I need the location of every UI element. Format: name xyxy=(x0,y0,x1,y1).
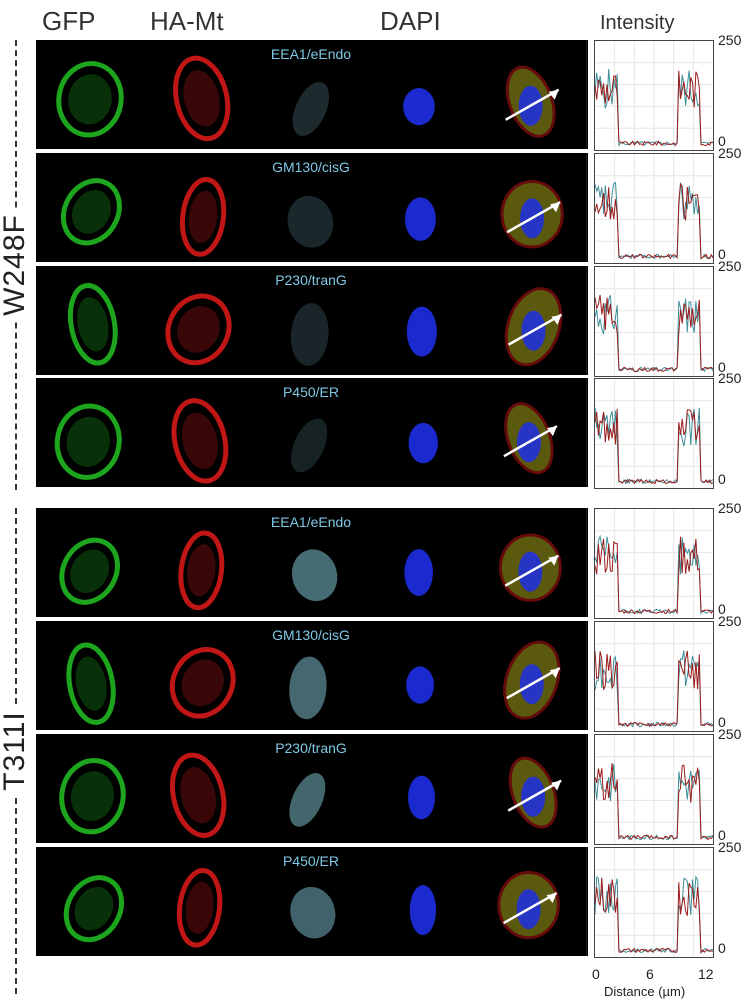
ha-mt-channel-image xyxy=(146,378,257,487)
dapi-channel-image xyxy=(366,621,477,730)
y-tick-max: 250 xyxy=(718,145,742,161)
y-tick-max: 250 xyxy=(718,839,742,855)
marker-label: GM130/cisG xyxy=(272,159,350,175)
x-axis-label: Distance (µm) xyxy=(604,984,686,999)
intensity-profile-plot xyxy=(594,847,714,958)
ha-mt-channel-image xyxy=(146,847,257,956)
x-tick-12: 12 xyxy=(698,966,714,982)
y-tick-max: 250 xyxy=(718,613,742,629)
image-row: EEA1/eEndo xyxy=(36,40,588,149)
dapi-channel-image xyxy=(366,378,477,487)
dapi-channel-image xyxy=(366,153,477,262)
group-label-t311i: T311I xyxy=(0,508,32,994)
marker-label: EEA1/eEndo xyxy=(270,46,352,62)
marker-channel-image: P450/ER xyxy=(256,847,367,956)
image-row: P230/tranG xyxy=(36,734,588,843)
merged-channel-image xyxy=(476,621,587,730)
merged-channel-image xyxy=(476,40,587,149)
y-tick-min: 0 xyxy=(718,714,726,730)
y-tick-min: 0 xyxy=(718,601,726,617)
merged-channel-image xyxy=(476,153,587,262)
ha-mt-channel-image xyxy=(146,266,257,375)
gfp-channel-image xyxy=(36,40,147,149)
marker-channel-image: GM130/cisG xyxy=(256,621,367,730)
ha-mt-channel-image xyxy=(146,508,257,617)
intensity-profile-plot xyxy=(594,266,714,377)
dapi-channel-image xyxy=(366,508,477,617)
merged-channel-image xyxy=(476,378,587,487)
header-intensity: Intensity xyxy=(600,12,675,34)
merged-channel-image xyxy=(476,508,587,617)
image-row: EEA1/eEndo xyxy=(36,508,588,617)
image-row: P230/tranG xyxy=(36,266,588,375)
y-tick-max: 250 xyxy=(718,726,742,742)
y-tick-max: 250 xyxy=(718,500,742,516)
ha-mt-channel-image xyxy=(146,40,257,149)
marker-label: P450/ER xyxy=(282,853,340,869)
marker-label: GM130/cisG xyxy=(272,627,350,643)
header-ha-mt: HA-Mt xyxy=(150,6,224,36)
intensity-profile-plot xyxy=(594,508,714,619)
y-tick-min: 0 xyxy=(718,471,726,487)
merged-channel-image xyxy=(476,734,587,843)
y-tick-min: 0 xyxy=(718,827,726,843)
intensity-profile-plot xyxy=(594,40,714,151)
image-row: P450/ER xyxy=(36,847,588,956)
marker-label: P450/ER xyxy=(282,384,340,400)
ha-mt-channel-image xyxy=(146,621,257,730)
group-label-text: W248F xyxy=(0,208,33,322)
marker-channel-image: P450/ER xyxy=(256,378,367,487)
header-dapi: DAPI xyxy=(380,6,441,36)
gfp-channel-image xyxy=(36,847,147,956)
gfp-channel-image xyxy=(36,508,147,617)
merged-channel-image xyxy=(476,847,587,956)
gfp-channel-image xyxy=(36,734,147,843)
gfp-channel-image xyxy=(36,153,147,262)
marker-channel-image: EEA1/eEndo xyxy=(256,40,367,149)
marker-channel-image: GM130/cisG xyxy=(256,153,367,262)
dapi-channel-image xyxy=(366,734,477,843)
ha-mt-channel-image xyxy=(146,153,257,262)
dapi-channel-image xyxy=(366,266,477,375)
gfp-channel-image xyxy=(36,378,147,487)
intensity-profile-plot xyxy=(594,621,714,732)
group-label-w248f: W248F xyxy=(0,40,33,490)
image-row: P450/ER xyxy=(36,378,588,487)
marker-channel-image: P230/tranG xyxy=(256,734,367,843)
ha-mt-channel-image xyxy=(146,734,257,843)
image-row: GM130/cisG xyxy=(36,621,588,730)
intensity-profile-plot xyxy=(594,378,714,489)
y-tick-min: 0 xyxy=(718,359,726,375)
y-tick-max: 250 xyxy=(718,370,742,386)
dapi-channel-image xyxy=(366,40,477,149)
x-tick-0: 0 xyxy=(592,966,600,982)
header-gfp: GFP xyxy=(42,6,96,36)
marker-channel-image: EEA1/eEndo xyxy=(256,508,367,617)
marker-channel-image: P230/tranG xyxy=(256,266,367,375)
intensity-profile-plot xyxy=(594,734,714,845)
y-tick-min: 0 xyxy=(718,940,726,956)
y-tick-min: 0 xyxy=(718,246,726,262)
intensity-profile-plot xyxy=(594,153,714,264)
y-tick-max: 250 xyxy=(718,32,742,48)
y-tick-min: 0 xyxy=(718,133,726,149)
image-row: GM130/cisG xyxy=(36,153,588,262)
marker-label: EEA1/eEndo xyxy=(270,514,352,530)
gfp-channel-image xyxy=(36,266,147,375)
gfp-channel-image xyxy=(36,621,147,730)
dapi-channel-image xyxy=(366,847,477,956)
group-label-text: T311I xyxy=(0,705,32,797)
y-tick-max: 250 xyxy=(718,258,742,274)
x-tick-6: 6 xyxy=(646,966,654,982)
marker-label: P230/tranG xyxy=(275,272,347,288)
merged-channel-image xyxy=(476,266,587,375)
marker-label: P230/tranG xyxy=(275,740,347,756)
